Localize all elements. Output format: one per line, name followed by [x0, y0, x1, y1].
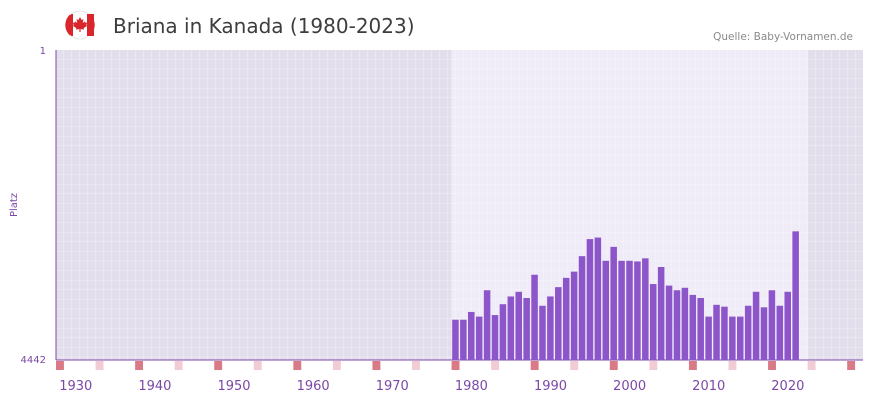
year-marker-2003: [649, 361, 658, 370]
bar-2019: [776, 305, 784, 360]
y-axis-label: Platz: [9, 193, 20, 217]
bar-1986: [515, 291, 522, 360]
x-tick-1940: 1940: [138, 379, 171, 394]
plot-grid: [56, 50, 863, 360]
bar-2020: [784, 291, 791, 360]
source-label: Quelle: Baby-Vornamen.de: [713, 31, 853, 43]
year-marker-1953: [253, 361, 262, 370]
bar-2001: [634, 261, 641, 360]
year-marker-1943: [174, 361, 183, 370]
year-marker-1993: [570, 361, 579, 370]
year-marker-1983: [491, 361, 500, 370]
y-tick-top: 1: [40, 46, 46, 57]
bar-2013: [729, 316, 736, 360]
x-tick-2020: 2020: [771, 379, 804, 394]
year-marker-1948: [214, 361, 223, 370]
bar-2009: [697, 298, 704, 360]
canada-flag-icon: [65, 10, 95, 40]
bar-2002: [642, 258, 649, 360]
bar-2021: [792, 231, 799, 360]
bar-1988: [531, 274, 538, 360]
bar-1982: [483, 290, 491, 360]
year-marker-1973: [412, 361, 420, 370]
year-marker-1988: [530, 361, 539, 370]
bar-2016: [752, 291, 760, 360]
x-tick-1930: 1930: [59, 379, 92, 394]
year-marker-2013: [728, 361, 737, 370]
year-marker-1928: [56, 361, 64, 370]
year-marker-1933: [95, 361, 104, 370]
bar-1995: [586, 239, 594, 360]
year-marker-1938: [135, 361, 144, 370]
year-marker-1978: [451, 361, 460, 370]
bars-group: [452, 231, 799, 360]
bar-1980: [468, 311, 475, 360]
year-marker-2028: [847, 361, 856, 370]
x-tick-1960: 1960: [297, 379, 330, 394]
x-tick-1980: 1980: [455, 379, 488, 394]
bar-1979: [460, 319, 467, 360]
year-marker-1998: [609, 361, 618, 370]
bar-2012: [721, 306, 728, 360]
y-tick-bottom: 4442: [21, 355, 46, 366]
year-marker-1968: [372, 361, 381, 370]
bar-1999: [618, 260, 625, 360]
year-marker-2018: [768, 361, 776, 370]
bar-2015: [744, 305, 752, 360]
bar-1987: [523, 298, 530, 360]
bar-1993: [570, 271, 578, 360]
bar-2018: [768, 290, 776, 360]
bar-2017: [760, 307, 768, 360]
bar-1990: [547, 296, 554, 360]
x-tick-2000: 2000: [613, 379, 646, 394]
bar-1989: [539, 305, 546, 360]
bar-1991: [555, 287, 562, 360]
bar-2003: [649, 284, 657, 360]
bar-2011: [713, 304, 720, 360]
bar-1984: [499, 304, 507, 360]
bar-1998: [610, 246, 617, 360]
year-marker-1963: [332, 361, 341, 370]
bar-2006: [673, 290, 681, 360]
bar-1981: [475, 316, 483, 360]
bar-1985: [507, 296, 515, 360]
chart-title: Briana in Kanada (1980-2023): [113, 14, 415, 38]
x-tick-2010: 2010: [692, 379, 725, 394]
x-tick-1950: 1950: [217, 379, 250, 394]
bar-1994: [578, 256, 586, 360]
year-marker-2008: [688, 361, 697, 370]
x-tick-1990: 1990: [534, 379, 567, 394]
bar-1983: [491, 315, 499, 360]
bar-2014: [737, 316, 744, 360]
bar-1997: [602, 260, 610, 360]
year-markers: [56, 361, 856, 370]
x-ticks: 1930 1940 1950 1960 1970 1980 1990 2000 2010 2020: [59, 379, 804, 394]
bar-2005: [665, 285, 673, 360]
bar-1978: [452, 319, 459, 360]
bar-1996: [594, 237, 602, 360]
bar-2010: [705, 316, 712, 360]
bar-1992: [562, 277, 570, 360]
x-tick-1970: 1970: [376, 379, 409, 394]
bar-2007: [681, 287, 689, 360]
year-marker-2023: [807, 361, 816, 370]
bar-2008: [689, 294, 697, 360]
bar-2000: [626, 260, 633, 360]
bar-2004: [657, 267, 665, 360]
year-marker-1958: [293, 361, 302, 370]
